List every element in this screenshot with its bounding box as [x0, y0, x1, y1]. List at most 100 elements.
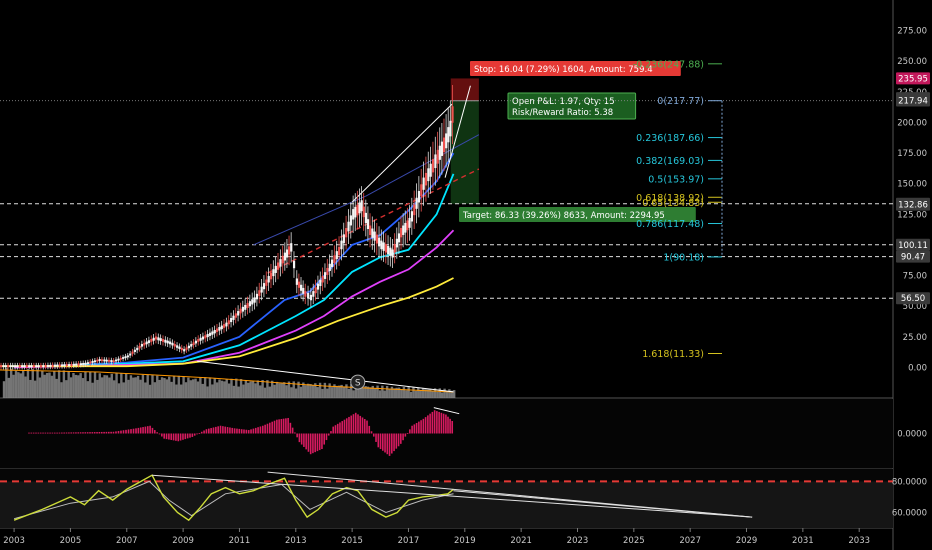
volume-bar	[93, 372, 97, 398]
macd-bar	[207, 428, 210, 434]
candle-body	[406, 220, 409, 231]
volume-bar	[407, 386, 410, 398]
candle-body	[420, 184, 423, 197]
volume-bar	[294, 388, 298, 398]
macd-bar	[117, 431, 120, 434]
macd-bar	[222, 426, 224, 434]
horizontal-levels	[0, 100, 893, 299]
volume-bar	[354, 384, 358, 398]
time-axis-tick: 2005	[60, 536, 82, 546]
macd-bar	[433, 410, 436, 434]
price-tag-box	[896, 198, 930, 211]
volume-bar	[50, 375, 54, 398]
macd-bar	[264, 424, 266, 434]
macd-bar	[182, 433, 184, 440]
candle-body	[375, 234, 378, 244]
time-axis[interactable]: 2003 2005 2007 2009 2011 2013 2015 2017 2019 2021…	[3, 528, 870, 546]
candle-body	[389, 247, 392, 256]
candle-body	[21, 365, 24, 368]
volume-bar	[230, 378, 233, 398]
candle-body	[72, 363, 75, 366]
macd-bar	[257, 427, 259, 434]
fibonacci-retracement[interactable]: -0.236(247.88) 0(217.77) 0.236(187.66) 0.38…	[633, 59, 723, 360]
candle-body	[138, 345, 141, 349]
macd-bar	[300, 433, 303, 445]
open-pl-label-text: Open P&L: 1.97, Qty: 15	[512, 97, 615, 107]
macd-bar	[61, 432, 63, 434]
moving-average-line	[0, 277, 454, 368]
volume-bar	[21, 370, 25, 398]
volume-bar	[381, 385, 384, 398]
candle-body	[208, 332, 212, 336]
candle-body	[211, 331, 214, 335]
macd-bar	[438, 411, 440, 434]
candle-body	[442, 137, 446, 153]
macd-bar	[325, 433, 328, 441]
candle-body	[16, 365, 19, 368]
volume-bar	[270, 380, 274, 398]
volume-bar	[342, 387, 346, 398]
candle-body	[331, 259, 334, 268]
macd-bar	[196, 433, 198, 435]
volume-bar	[189, 380, 192, 398]
volume-bar	[84, 371, 87, 398]
volume-bar	[244, 380, 248, 398]
volume-bar	[251, 381, 255, 398]
price-tag-label: 56.50	[901, 294, 925, 304]
volume-bar	[290, 387, 293, 398]
macd-bar	[63, 432, 65, 434]
fib-level-label: 0.786(117.48)	[636, 219, 704, 230]
volume-bar	[299, 386, 303, 398]
candle-body	[28, 365, 31, 368]
macd-bar	[58, 432, 61, 434]
target-zone	[450, 100, 479, 204]
candle-body	[277, 262, 280, 270]
macd-bar	[377, 433, 380, 448]
macd-bar	[422, 418, 425, 434]
candle-body	[143, 342, 146, 346]
candle-body	[382, 242, 385, 251]
macd-bar	[224, 426, 227, 434]
volume-bar	[397, 387, 401, 398]
candle-body	[9, 365, 12, 368]
volume-bar	[170, 381, 173, 398]
candle-body	[44, 365, 47, 367]
candle-body	[335, 251, 338, 260]
macd-bar	[254, 427, 257, 434]
price-axis-tick: 0.0000	[897, 430, 927, 440]
price-axis-tick: 175.00	[897, 149, 927, 159]
macd-bar	[409, 429, 411, 434]
macd-bar	[107, 431, 110, 434]
volume-bar	[330, 387, 334, 398]
candle-body	[112, 360, 115, 363]
macd-bar	[332, 426, 335, 434]
candle-body	[342, 234, 345, 244]
candle-body	[161, 339, 165, 342]
position-tool[interactable]: Stop: 16.04 (7.29%) 1604, Amount: 759.4 O…	[450, 61, 696, 222]
volume-bar	[443, 388, 446, 398]
candle-body	[110, 360, 113, 362]
macd-bar	[384, 433, 386, 453]
volume-bar	[419, 389, 422, 398]
candle-body	[436, 149, 439, 164]
candle-body	[122, 357, 125, 359]
volume-bar	[187, 377, 190, 398]
candle-body	[126, 355, 129, 358]
candle-body	[312, 291, 315, 297]
macd-bar	[75, 432, 77, 434]
volume-bar	[441, 392, 444, 398]
macd-bar	[391, 433, 393, 454]
candle-body	[218, 327, 221, 331]
macd-bar	[198, 433, 201, 434]
volume-bar	[369, 387, 372, 398]
candle-body	[7, 365, 10, 368]
macd-bar	[175, 433, 177, 441]
macd-bar	[445, 414, 447, 434]
volume-bar	[175, 384, 178, 398]
candle-body	[347, 221, 350, 232]
moving-average-line	[14, 173, 455, 369]
candle-body	[220, 325, 223, 330]
macd-bar	[127, 429, 130, 434]
volume-bar	[450, 390, 453, 398]
